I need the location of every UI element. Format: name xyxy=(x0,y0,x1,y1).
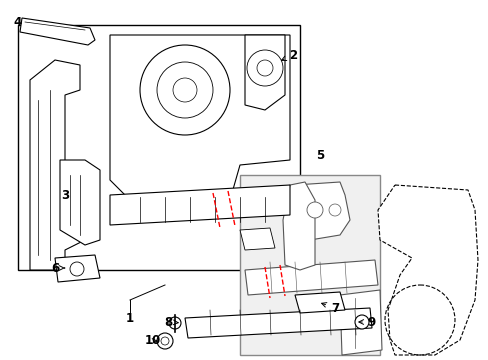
Circle shape xyxy=(257,60,272,76)
Circle shape xyxy=(246,50,283,86)
Text: 2: 2 xyxy=(281,49,296,62)
Text: 8: 8 xyxy=(163,315,178,328)
Circle shape xyxy=(70,262,84,276)
Polygon shape xyxy=(60,160,100,245)
Circle shape xyxy=(157,62,213,118)
Circle shape xyxy=(161,337,169,345)
Polygon shape xyxy=(20,18,95,45)
Bar xyxy=(18,25,299,270)
Polygon shape xyxy=(289,182,349,240)
Polygon shape xyxy=(377,185,477,355)
Circle shape xyxy=(328,204,340,216)
Text: 7: 7 xyxy=(321,302,338,315)
Polygon shape xyxy=(30,60,85,270)
Polygon shape xyxy=(283,182,314,270)
Polygon shape xyxy=(110,35,289,220)
Text: 3: 3 xyxy=(61,189,69,202)
Polygon shape xyxy=(240,228,274,250)
Polygon shape xyxy=(294,292,345,313)
Text: 6: 6 xyxy=(51,261,64,274)
Polygon shape xyxy=(244,35,285,110)
Text: 1: 1 xyxy=(126,311,134,324)
Polygon shape xyxy=(184,308,371,338)
Text: 4: 4 xyxy=(14,15,22,28)
Polygon shape xyxy=(55,255,100,282)
Text: 5: 5 xyxy=(315,149,324,162)
Circle shape xyxy=(306,202,323,218)
Text: 10: 10 xyxy=(145,334,161,347)
Circle shape xyxy=(169,317,181,329)
Polygon shape xyxy=(110,185,289,225)
Circle shape xyxy=(173,78,197,102)
Circle shape xyxy=(354,315,368,329)
Text: 9: 9 xyxy=(358,315,375,328)
Polygon shape xyxy=(339,290,381,355)
Circle shape xyxy=(140,45,229,135)
Circle shape xyxy=(157,333,173,349)
Polygon shape xyxy=(244,260,377,295)
Bar xyxy=(240,175,379,355)
